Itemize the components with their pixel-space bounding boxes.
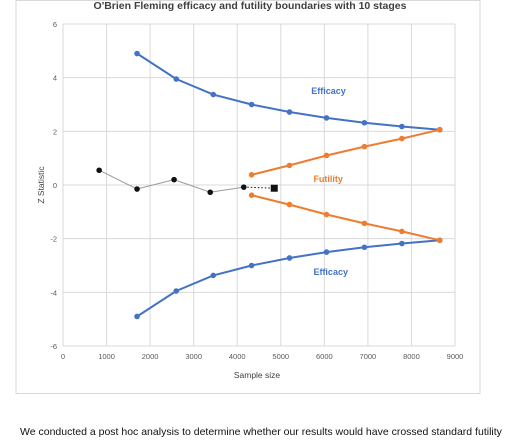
series-point — [399, 228, 405, 235]
y-tick-label: -2 — [50, 235, 57, 244]
gridlines — [62, 23, 456, 347]
annotation-futility: Futility — [313, 174, 343, 184]
futility-2-line — [251, 128, 441, 176]
series-point — [207, 189, 214, 196]
series-point — [436, 237, 443, 244]
annotations: Efficacy Futility Efficacy — [311, 86, 348, 277]
efficacy-point — [173, 76, 180, 82]
efficacy-point — [323, 115, 330, 121]
x-tick-label: 5000 — [272, 352, 289, 361]
y-tick-label: 4 — [53, 74, 57, 83]
projection-square-marker — [270, 184, 278, 192]
futility-point — [323, 152, 330, 159]
x-tick-label: 2000 — [142, 352, 159, 361]
efficacy-point — [399, 123, 405, 130]
series-point — [171, 176, 177, 183]
futility-point — [399, 135, 405, 142]
efficacy-point — [210, 272, 217, 279]
y-tick-label: 0 — [53, 181, 57, 190]
futility-point — [286, 162, 293, 169]
series-point — [240, 184, 247, 190]
efficacy-point — [134, 313, 140, 320]
x-axis-label: Sample size — [234, 370, 281, 380]
efficacy-point — [210, 91, 217, 98]
y-axis-label: Z Statistic — [36, 166, 46, 204]
efficacy-point — [323, 249, 330, 255]
series-point — [96, 167, 102, 174]
annotation-efficacy: Efficacy — [311, 86, 346, 96]
efficacy-point — [286, 255, 293, 261]
series-point — [134, 186, 140, 192]
x-tick-label: 9000 — [447, 352, 464, 361]
x-tick-label: 3000 — [185, 352, 202, 361]
caption-text: We conducted a post hoc analysis to dete… — [20, 426, 502, 438]
series-3-line — [251, 194, 441, 242]
chart-area-border — [15, 0, 481, 394]
efficacy-point — [248, 101, 255, 108]
chart-figure: O'Brien Fleming efficacy and futility bo… — [15, 0, 481, 394]
x-tick-label: 7000 — [360, 352, 377, 361]
series-point — [248, 192, 255, 198]
x-tick-label: 6000 — [316, 352, 333, 361]
y-tick-label: 6 — [53, 20, 57, 29]
projection-dotted-line — [243, 186, 275, 189]
efficacy-point — [173, 288, 180, 294]
series-point — [323, 211, 330, 218]
efficacy-point — [134, 50, 140, 57]
x-tick-label: 1000 — [98, 352, 115, 361]
futility-point — [248, 172, 255, 178]
series-point — [286, 201, 293, 208]
axes: -6 -4 -2 0 2 4 6 0 1000 2000 3000 4000 5000 6000 7000 8… — [50, 20, 463, 361]
x-tick-label: 4000 — [229, 352, 246, 361]
futility-point — [361, 143, 368, 150]
y-tick-label: -6 — [50, 342, 57, 351]
annotation-efficacy: Efficacy — [313, 267, 348, 277]
efficacy-point — [248, 262, 255, 269]
y-tick-label: 2 — [53, 127, 57, 136]
series-layer — [96, 50, 443, 320]
efficacy-point — [361, 119, 368, 126]
futility-point — [436, 126, 443, 133]
chart-title: O'Brien Fleming efficacy and futility bo… — [94, 0, 407, 12]
x-tick-label: 0 — [61, 352, 65, 361]
efficacy-point — [361, 244, 368, 251]
efficacy-point — [399, 240, 405, 247]
series-point — [361, 220, 368, 227]
y-tick-label: -4 — [50, 288, 57, 297]
efficacy-point — [286, 109, 293, 115]
x-tick-label: 8000 — [403, 352, 420, 361]
